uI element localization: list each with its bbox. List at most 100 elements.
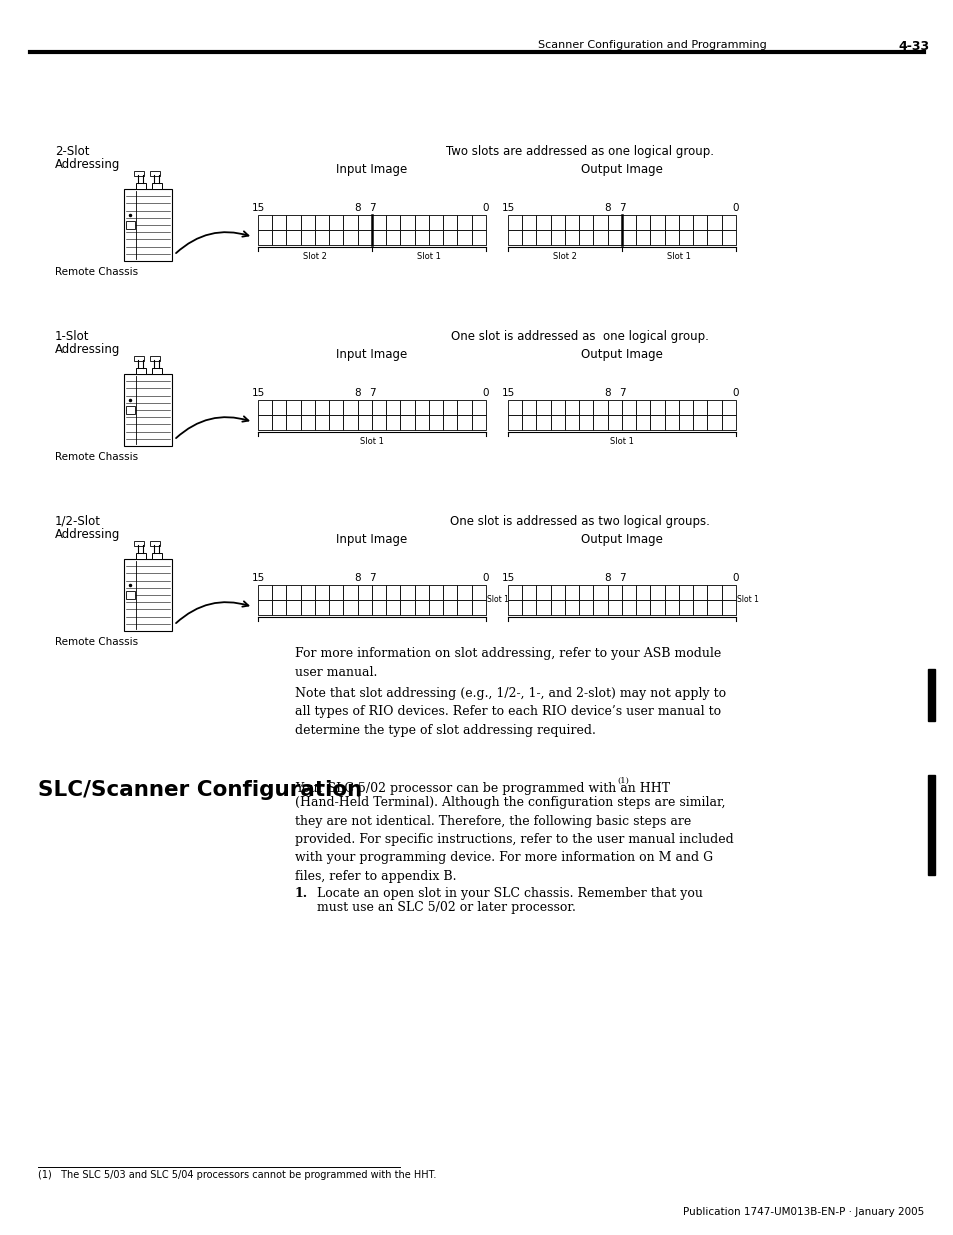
Bar [329,230,343,245]
Bar [564,600,578,615]
Bar [372,585,386,600]
Bar [521,215,536,230]
Bar [136,368,146,374]
Bar [400,230,415,245]
Bar [536,600,550,615]
Text: Addressing: Addressing [55,343,120,356]
Text: 2-Slot: 2-Slot [55,144,90,158]
Bar [679,600,693,615]
Text: Slot 1: Slot 1 [666,252,690,261]
Text: 0: 0 [482,573,489,583]
Bar [693,400,707,415]
Text: must use an SLC 5/02 or later processor.: must use an SLC 5/02 or later processor. [316,902,576,914]
Text: Output Image: Output Image [580,348,662,361]
Bar [150,356,160,361]
Bar [471,600,485,615]
Bar [507,215,521,230]
Bar [429,585,443,600]
Text: Locate an open slot in your SLC chassis. Remember that you: Locate an open slot in your SLC chassis.… [316,887,702,900]
Bar [314,600,329,615]
Bar [357,215,372,230]
Text: Slot 2: Slot 2 [553,252,577,261]
Bar [272,600,286,615]
Text: Output Image: Output Image [580,534,662,546]
Bar [457,215,471,230]
Text: 15: 15 [501,388,514,398]
Bar [314,230,329,245]
Bar [343,215,357,230]
Bar [636,415,650,430]
Bar [550,600,564,615]
Bar [507,415,521,430]
Text: 7: 7 [368,203,375,212]
Bar [593,230,607,245]
Bar [286,230,300,245]
Bar [300,215,314,230]
Bar [550,400,564,415]
Text: 7: 7 [618,388,624,398]
Bar [286,415,300,430]
Bar [536,215,550,230]
Bar [372,230,386,245]
Bar [329,415,343,430]
Bar [400,585,415,600]
Bar [429,415,443,430]
Text: Remote Chassis: Remote Chassis [55,267,138,277]
Text: Publication 1747-UM013B-EN-P · January 2005: Publication 1747-UM013B-EN-P · January 2… [682,1207,923,1216]
Bar [521,230,536,245]
Bar [300,585,314,600]
Bar [507,230,521,245]
Text: 15: 15 [251,388,264,398]
Bar [152,553,162,559]
Bar [286,215,300,230]
Bar [550,585,564,600]
Bar [343,230,357,245]
Bar [443,415,457,430]
Text: Slot 1: Slot 1 [486,595,508,604]
Text: 8: 8 [604,388,611,398]
Bar [386,585,400,600]
Text: 1/2-Slot: 1/2-Slot [55,515,101,529]
Text: Slot 2: Slot 2 [303,252,327,261]
Bar [721,230,735,245]
Bar [400,415,415,430]
Bar [357,600,372,615]
Bar [343,585,357,600]
Bar [621,230,636,245]
Bar [607,415,621,430]
Bar [372,400,386,415]
Bar [636,400,650,415]
Bar [693,230,707,245]
Bar [415,600,429,615]
Text: One slot is addressed as two logical groups.: One slot is addressed as two logical gro… [450,515,709,529]
Bar [707,230,721,245]
Text: Your SLC 5/02 processor can be programmed with an HHT: Your SLC 5/02 processor can be programme… [294,782,669,795]
Text: Remote Chassis: Remote Chassis [55,452,138,462]
Text: 15: 15 [501,573,514,583]
Bar [693,215,707,230]
Text: 15: 15 [251,203,264,212]
Bar [578,215,593,230]
Text: 8: 8 [355,203,360,212]
Bar [664,600,679,615]
Bar [443,600,457,615]
Bar [429,215,443,230]
Bar [621,600,636,615]
Bar [343,400,357,415]
Bar [272,230,286,245]
Text: Input Image: Input Image [336,163,407,177]
Bar [257,400,272,415]
Text: Output Image: Output Image [580,163,662,177]
Text: 7: 7 [368,388,375,398]
Text: Note that slot addressing (e.g., 1/2-, 1-, and 2-slot) may not apply to
all type: Note that slot addressing (e.g., 1/2-, 1… [294,687,725,737]
Bar [457,400,471,415]
Bar [457,415,471,430]
Bar [133,541,144,546]
Bar [286,600,300,615]
Text: 7: 7 [618,573,624,583]
Text: Addressing: Addressing [55,158,120,170]
Bar [664,415,679,430]
Bar [343,600,357,615]
Bar [664,400,679,415]
Bar [650,215,664,230]
